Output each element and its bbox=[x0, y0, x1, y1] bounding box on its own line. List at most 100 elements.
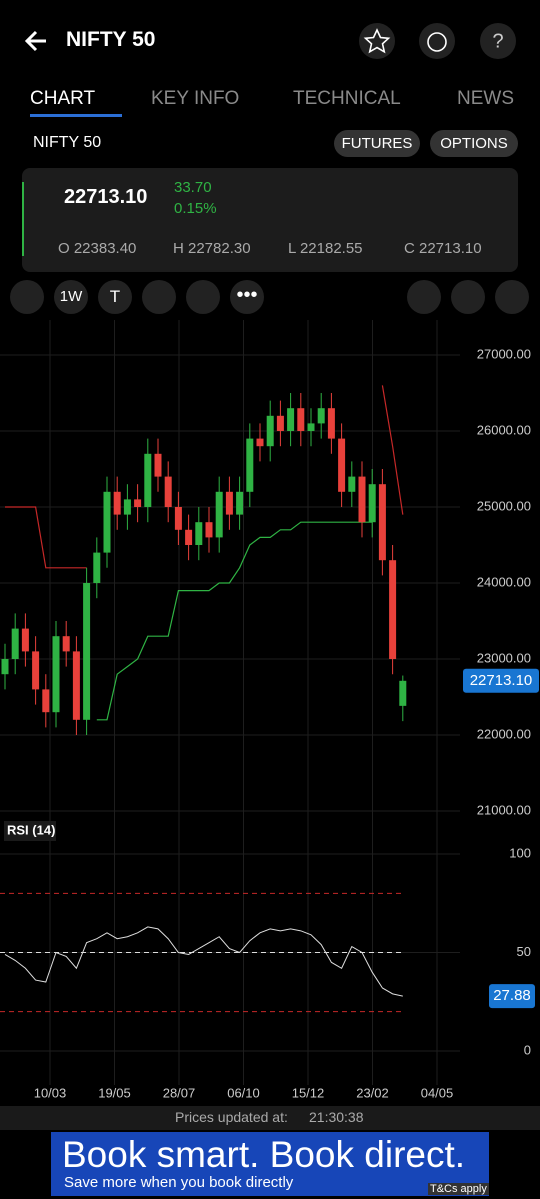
rsi-last-box bbox=[489, 984, 535, 1009]
candle-body bbox=[358, 476, 366, 523]
ad-banner[interactable] bbox=[51, 1132, 489, 1196]
back-icon[interactable] bbox=[24, 30, 46, 52]
tab[interactable]: CHART bbox=[30, 88, 96, 109]
y-tick-label: 27000.00 bbox=[477, 346, 531, 361]
x-tick-label: 06/10 bbox=[227, 1085, 260, 1100]
candle-body bbox=[307, 423, 315, 431]
y-tick-label: 26000.00 bbox=[477, 422, 531, 437]
symbol: NIFTY 50 bbox=[33, 134, 102, 151]
last-price-label: 22713.10 bbox=[470, 672, 533, 689]
y-tick-label: 50 bbox=[517, 944, 531, 959]
candle-body bbox=[338, 438, 346, 492]
text-tool[interactable]: T bbox=[98, 280, 132, 314]
x-tick-label: 15/12 bbox=[292, 1085, 325, 1100]
supertrend-line bbox=[96, 521, 373, 721]
change: 33.70 bbox=[174, 179, 212, 196]
rsi-line bbox=[4, 926, 403, 997]
candle-body bbox=[11, 628, 19, 659]
footer-time: 21:30:38 bbox=[309, 1109, 364, 1125]
ohlc: O 22383.40 bbox=[58, 240, 137, 257]
footer-bar bbox=[0, 1106, 540, 1130]
candle-body bbox=[185, 529, 193, 545]
candle-body bbox=[389, 560, 397, 659]
candle-body bbox=[62, 636, 70, 652]
footer-label: Prices updated at: bbox=[175, 1109, 288, 1125]
candle-body bbox=[42, 689, 50, 713]
candle-body bbox=[215, 491, 223, 538]
x-tick-label: 10/03 bbox=[34, 1085, 67, 1100]
tab-indicator bbox=[30, 114, 122, 117]
more-tool[interactable]: ••• bbox=[230, 280, 264, 314]
y-tick-label: 21000.00 bbox=[477, 802, 531, 817]
candle-body bbox=[21, 628, 29, 652]
options-button[interactable]: OPTIONS bbox=[430, 130, 518, 157]
supertrend-line bbox=[5, 385, 404, 569]
candle-body bbox=[195, 522, 203, 545]
quote-card bbox=[22, 168, 518, 272]
y-tick-label: 100 bbox=[509, 845, 531, 860]
candle-body bbox=[72, 651, 80, 720]
indicator-tool[interactable] bbox=[186, 280, 220, 314]
candle-body bbox=[236, 491, 244, 515]
screenshot-tool[interactable] bbox=[451, 280, 485, 314]
candle-body bbox=[103, 491, 111, 553]
alert-icon bbox=[427, 32, 447, 52]
candle-body bbox=[32, 651, 40, 690]
y-tick-label: 22000.00 bbox=[477, 726, 531, 741]
ad-tc: T&Cs apply bbox=[428, 1183, 489, 1195]
rsi-title-bg bbox=[4, 821, 56, 841]
candle-body bbox=[83, 583, 91, 720]
candle-tool[interactable] bbox=[10, 280, 44, 314]
candle-body bbox=[368, 484, 376, 523]
candle-body bbox=[297, 408, 305, 431]
x-tick-label: 23/02 bbox=[356, 1085, 389, 1100]
alert-button[interactable] bbox=[419, 23, 455, 59]
candle-body bbox=[348, 476, 356, 492]
candle-body bbox=[174, 507, 182, 530]
candle-body bbox=[113, 491, 121, 515]
quote-accent bbox=[22, 182, 24, 256]
rsi-last-label: 27.88 bbox=[493, 987, 531, 1004]
title: NIFTY 50 bbox=[66, 28, 156, 51]
ad-sub: Save more when you book directly bbox=[64, 1174, 294, 1191]
help-button[interactable] bbox=[480, 23, 516, 59]
candle-body bbox=[154, 453, 162, 477]
candle-body bbox=[144, 453, 152, 507]
ohlc: H 22782.30 bbox=[173, 240, 251, 257]
tab[interactable]: NEWS bbox=[457, 88, 514, 109]
last-price-box bbox=[463, 668, 539, 693]
change-pct: 0.15% bbox=[174, 200, 217, 217]
candle-body bbox=[327, 408, 335, 439]
y-tick-label: 0 bbox=[524, 1042, 531, 1057]
futures-button[interactable]: FUTURES bbox=[334, 130, 420, 157]
crosshair-tool[interactable] bbox=[407, 280, 441, 314]
draw-tool[interactable] bbox=[142, 280, 176, 314]
x-tick-label: 04/05 bbox=[421, 1085, 454, 1100]
candle-body bbox=[164, 476, 172, 507]
help-icon: ? bbox=[492, 30, 503, 52]
ohlc: L 22182.55 bbox=[288, 240, 363, 257]
star-icon bbox=[363, 28, 391, 54]
candle-body bbox=[256, 438, 264, 447]
candle-body bbox=[134, 499, 142, 507]
candle-body bbox=[246, 438, 254, 492]
rsi-title: RSI (14) bbox=[7, 822, 55, 837]
candle-body bbox=[378, 484, 386, 561]
tab[interactable]: TECHNICAL bbox=[293, 88, 401, 109]
ad-headline: Book smart. Book direct. bbox=[62, 1134, 466, 1175]
star-button[interactable] bbox=[359, 23, 395, 59]
interval[interactable]: 1W bbox=[54, 280, 88, 314]
candle-body bbox=[225, 491, 233, 515]
candle-body bbox=[276, 415, 284, 431]
y-tick-label: 25000.00 bbox=[477, 498, 531, 513]
price: 22713.10 bbox=[64, 186, 148, 208]
fullscreen-tool[interactable] bbox=[495, 280, 529, 314]
tab[interactable]: KEY INFO bbox=[151, 88, 240, 109]
candle-body bbox=[123, 499, 131, 515]
y-tick-label: 23000.00 bbox=[477, 650, 531, 665]
candle-body bbox=[266, 415, 274, 447]
candle-body bbox=[205, 522, 213, 538]
